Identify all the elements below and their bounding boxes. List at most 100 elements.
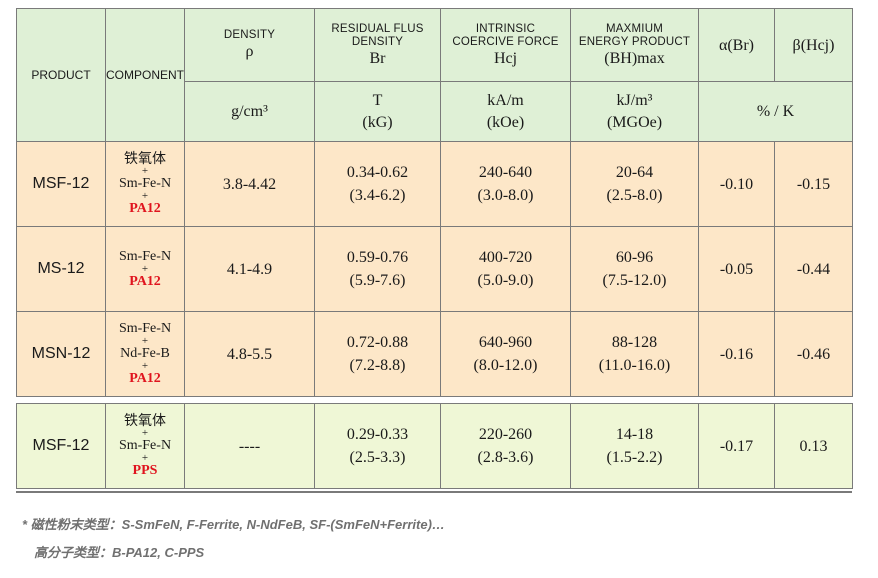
hcj-si: 240-640 [478,164,533,181]
hcj-value: 240-640 (3.0-8.0) [440,141,571,227]
header-beta: β(Hcj) [774,8,853,82]
br-cgs: (5.9-7.6) [349,272,406,289]
hcj-cgs: (2.8-3.6) [477,449,534,466]
bhmax-cgs: (11.0-16.0) [598,357,671,374]
intrinsic-unit-1: kA/m [487,91,524,109]
br-si: 0.59-0.76 [346,249,409,266]
bhmax-cgs: (2.5-8.0) [606,187,663,204]
bhmax-cgs: (1.5-2.2) [606,449,663,466]
component-stack: 铁氧体 + Sm-Fe-N + PPS [105,403,185,489]
note-polymer-types: 高分子类型：B-PA12, C-PPS [34,545,205,560]
density-label: DENSITY [223,29,276,41]
product-name: MS-12 [16,226,106,312]
header-energy: MAXMIUM ENERGY PRODUCT (BH)max [570,8,699,82]
plus-sign: + [141,427,149,439]
intrinsic-unit-2: (kOe) [486,113,525,131]
bhmax-value: 88-128 (11.0-16.0) [570,311,699,397]
residual-units: T (kG) [314,81,441,142]
component-stack: Sm-Fe-N + PA12 [105,226,185,312]
density-value: 4.1-4.9 [184,226,315,312]
table-row: MSN-12 Sm-Fe-N + Nd-Fe-B + PA12 4.8-5.5 … [16,311,853,397]
header-residual: RESIDUAL FLUS DENSITY Br [314,8,441,82]
plus-sign: + [141,452,149,464]
row-separator [16,396,853,404]
hcj-si: 400-720 [478,249,533,266]
alpha-value: -0.10 [698,141,775,227]
alpha-value: -0.05 [698,226,775,312]
energy-unit-1: kJ/m³ [616,91,653,109]
plus-sign: + [141,190,149,202]
energy-symbol: (BH)max [604,49,665,67]
density-value: 4.8-5.5 [184,311,315,397]
alpha-value: -0.17 [698,403,775,489]
plus-sign: + [141,335,149,347]
br-si: 0.29-0.33 [346,426,409,443]
header-row-units: g/cm³ T (kG) kA/m (kOe) kJ/m³ (MGOe) % /… [17,81,853,142]
polymer-label: PA12 [129,201,161,216]
product-name: MSF-12 [16,141,106,227]
hcj-si: 220-260 [478,426,533,443]
plus-sign: + [141,165,149,177]
component-line: Sm-Fe-N [118,321,172,336]
intrinsic-label-1: INTRINSIC [475,22,536,35]
hcj-value: 400-720 (5.0-9.0) [440,226,571,312]
hcj-value: 640-960 (8.0-12.0) [440,311,571,397]
hcj-cgs: (3.0-8.0) [477,187,534,204]
header-row-labels: PRODUCT COMPONENT DENSITY ρ RESIDUAL FLU… [16,8,853,142]
component-line: Sm-Fe-N [118,438,172,453]
bhmax-si: 14-18 [615,426,654,443]
br-si: 0.72-0.88 [346,334,409,351]
hcj-cgs: (8.0-12.0) [473,357,538,374]
beta-value: -0.44 [774,226,853,312]
bhmax-si: 20-64 [615,164,654,181]
magnet-spec-table: PRODUCT COMPONENT DENSITY ρ RESIDUAL FLU… [16,8,853,489]
alpha-value: -0.16 [698,311,775,397]
density-unit: g/cm³ [184,81,315,142]
energy-units: kJ/m³ (MGOe) [570,81,699,142]
component-line: 铁氧体 [124,413,166,429]
plus-sign: + [141,360,149,372]
header-density: DENSITY ρ [184,8,315,82]
beta-value: -0.15 [774,141,853,227]
hcj-value: 220-260 (2.8-3.6) [440,403,571,489]
beta-value: 0.13 [774,403,853,489]
plus-sign: + [141,262,149,275]
header-alpha: α(Br) [698,8,775,82]
residual-label-2: DENSITY [351,35,404,48]
polymer-label: PA12 [129,273,161,289]
br-value: 0.29-0.33 (2.5-3.3) [314,403,441,489]
residual-label-1: RESIDUAL FLUS [331,22,424,35]
br-value: 0.72-0.88 (7.2-8.8) [314,311,441,397]
separator-cell [16,396,853,404]
br-value: 0.59-0.76 (5.9-7.6) [314,226,441,312]
note-powder-types: * 磁性粉末类型：S-SmFeN, F-Ferrite, N-NdFeB, SF… [22,517,445,532]
energy-label-1: MAXMIUM [606,22,663,35]
component-line: Nd-Fe-B [120,346,170,361]
table-row: MS-12 Sm-Fe-N + PA12 4.1-4.9 0.59-0.76 (… [16,226,853,312]
component-stack: 铁氧体 + Sm-Fe-N + PA12 [105,141,185,227]
bhmax-value: 60-96 (7.5-12.0) [570,226,699,312]
bhmax-value: 20-64 (2.5-8.0) [570,141,699,227]
intrinsic-symbol: Hcj [493,49,518,67]
density-value: ---- [184,403,315,489]
residual-unit-2: (kG) [362,113,393,131]
polymer-label: PPS [132,463,158,478]
polymer-label: PA12 [129,371,161,386]
energy-label-2: ENERGY PRODUCT [578,35,691,48]
beta-value: -0.46 [774,311,853,397]
hcj-cgs: (5.0-9.0) [477,272,534,289]
spec-table-wrap: PRODUCT COMPONENT DENSITY ρ RESIDUAL FLU… [16,8,853,489]
header-product: PRODUCT [16,8,106,142]
hcj-si: 640-960 [478,334,533,351]
br-cgs: (3.4-6.2) [349,187,406,204]
component-stack: Sm-Fe-N + Nd-Fe-B + PA12 [105,311,185,397]
bhmax-cgs: (7.5-12.0) [602,272,667,289]
table-row: MSF-12 铁氧体 + Sm-Fe-N + PA12 3.8-4.42 0.3… [16,141,853,227]
component-line: Sm-Fe-N [118,176,172,191]
header-intrinsic: INTRINSIC COERCIVE FORCE Hcj [440,8,571,82]
header-component: COMPONENT [105,8,185,142]
density-value: 3.8-4.42 [184,141,315,227]
br-cgs: (7.2-8.8) [349,357,406,374]
bhmax-si: 88-128 [611,334,658,351]
residual-symbol: Br [369,49,386,67]
